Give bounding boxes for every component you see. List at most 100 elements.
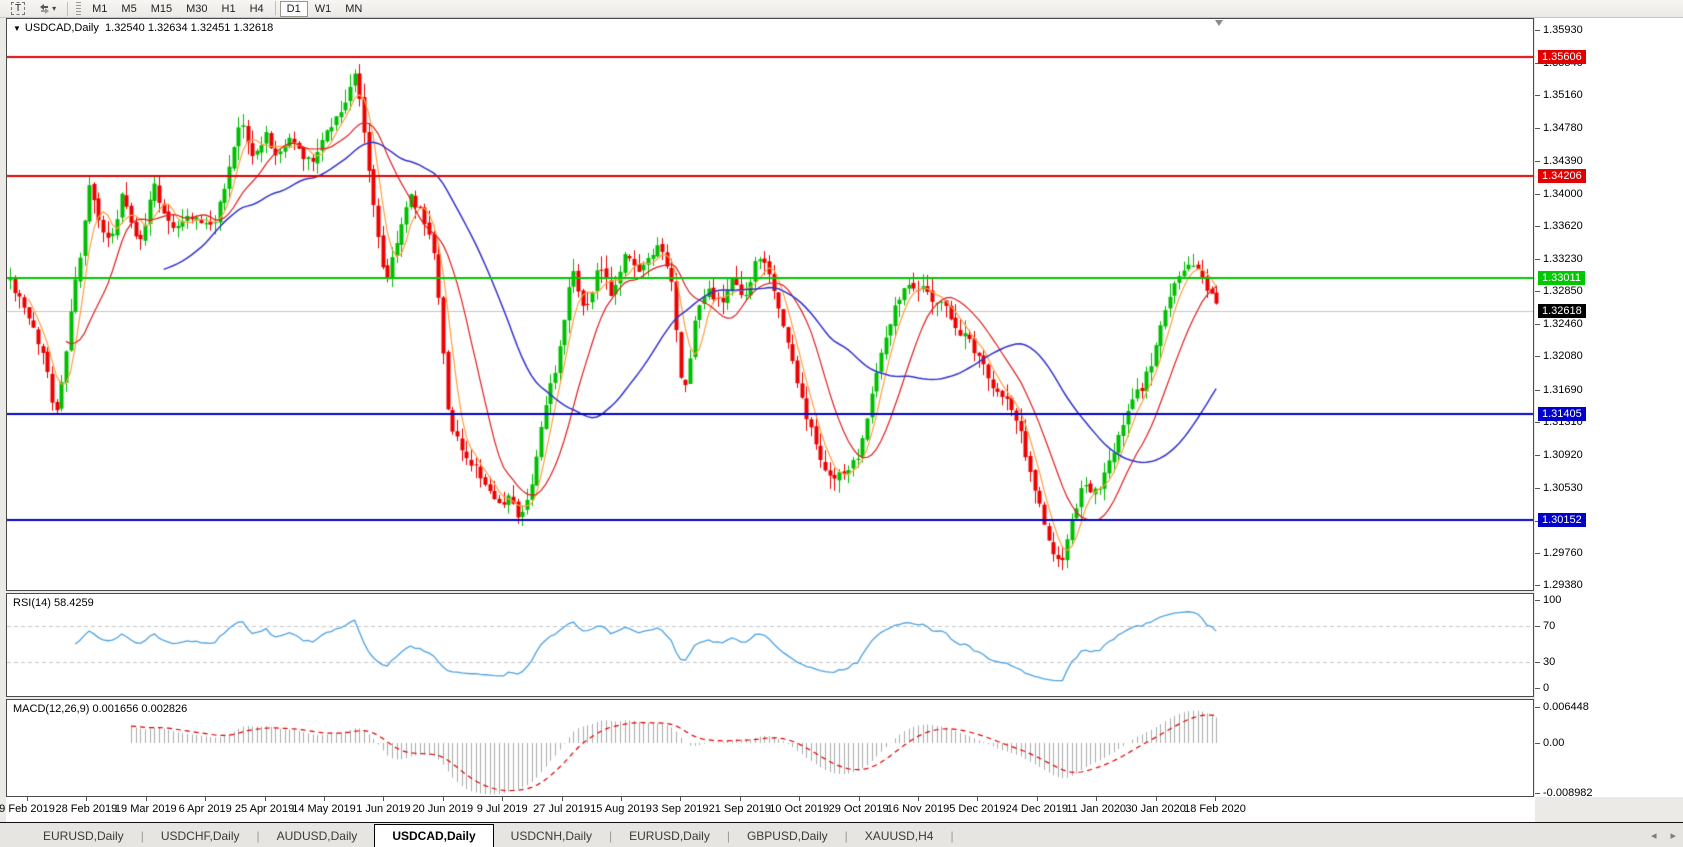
time-axis-label: 9 Feb 2019 bbox=[0, 803, 55, 815]
cursor-arrows-icon bbox=[40, 4, 50, 14]
chart-tab-usdcad-daily[interactable]: USDCAD,Daily bbox=[374, 824, 494, 847]
rsi-axis-label: 70 bbox=[1543, 620, 1556, 633]
time-axis-label: 29 Oct 2019 bbox=[828, 803, 889, 815]
macd-indicator-pane[interactable]: MACD(12,26,9) 0.001656 0.002826 bbox=[6, 699, 1534, 797]
text-tool-button[interactable]: T bbox=[4, 1, 32, 17]
tab-separator: | bbox=[844, 829, 848, 843]
time-axis-tick-mark bbox=[858, 797, 860, 801]
scroll-tabs-left-button[interactable]: ◂ bbox=[1650, 830, 1657, 842]
level-price-badge: 1.31405 bbox=[1538, 406, 1586, 421]
chart-tab-eurusd-daily[interactable]: EURUSD,Daily bbox=[43, 829, 124, 843]
time-axis-label: 21 Sep 2019 bbox=[708, 803, 771, 815]
timeframe-button-m5[interactable]: M5 bbox=[121, 2, 137, 15]
scroll-tabs-right-button[interactable]: ▸ bbox=[1670, 830, 1676, 842]
time-axis-tick-mark bbox=[1215, 797, 1216, 801]
chart-tab-usdchf-daily[interactable]: USDCHF,Daily bbox=[160, 829, 240, 843]
price-axis-label: 1.30920 bbox=[1543, 448, 1583, 461]
price-axis-label: 1.33230 bbox=[1543, 252, 1583, 265]
price-axis-label: 1.35160 bbox=[1543, 89, 1583, 102]
time-axis-label: 3 Sep 2019 bbox=[652, 803, 709, 815]
axis-tick-mark bbox=[1535, 127, 1540, 129]
chart-tab-gbpusd-daily[interactable]: GBPUSD,Daily bbox=[746, 829, 828, 843]
rsi-indicator-pane[interactable]: RSI(14) 58.4259 bbox=[6, 593, 1534, 697]
chart-tab-eurusd-daily[interactable]: EURUSD,Daily bbox=[629, 829, 710, 843]
axis-tick-mark bbox=[1535, 661, 1540, 663]
time-axis-tick-mark bbox=[324, 797, 325, 801]
time-axis-tick-mark bbox=[205, 797, 207, 801]
chart-tab-xauusd-h4[interactable]: XAUUSD,H4 bbox=[864, 829, 934, 843]
time-axis-label: 25 Apr 2019 bbox=[234, 803, 295, 815]
candlestick-chart-canvas[interactable] bbox=[7, 19, 1533, 590]
tab-separator: | bbox=[609, 829, 613, 843]
timeframe-button-m30[interactable]: M30 bbox=[186, 2, 208, 15]
timeframe-button-mn[interactable]: MN bbox=[345, 2, 363, 15]
axis-tick-mark bbox=[1535, 258, 1540, 260]
time-axis-tick-mark bbox=[621, 797, 622, 801]
toolbar-separator bbox=[67, 1, 69, 16]
price-chart-pane[interactable]: ▼ USDCAD,Daily 1.32540 1.32634 1.32451 1.… bbox=[6, 18, 1534, 591]
axis-tick-mark bbox=[1535, 553, 1540, 555]
price-axis-label: 1.34780 bbox=[1543, 121, 1583, 134]
time-axis-tick-mark bbox=[86, 797, 88, 801]
timeframe-button-h1[interactable]: H1 bbox=[221, 2, 236, 15]
rsi-axis-label: 100 bbox=[1543, 594, 1562, 606]
chart-tab-usdcnh-daily[interactable]: USDCNH,Daily bbox=[510, 829, 593, 843]
price-axis-label: 1.33620 bbox=[1543, 219, 1583, 232]
price-axis[interactable]: 1.359301.355401.351601.347801.343901.340… bbox=[1535, 18, 1683, 799]
timeframe-button-m15[interactable]: M15 bbox=[150, 2, 173, 15]
timeframe-button-m1[interactable]: M1 bbox=[92, 2, 108, 15]
axis-tick-mark bbox=[1535, 626, 1540, 628]
time-axis-tick-mark bbox=[27, 797, 28, 801]
time-axis-label: 1 Jun 2019 bbox=[356, 803, 411, 815]
axis-tick-mark bbox=[1535, 742, 1540, 744]
axis-tick-mark bbox=[1535, 160, 1540, 162]
timeframe-button-d1[interactable]: D1 bbox=[279, 0, 308, 17]
price-axis-label: 1.35930 bbox=[1543, 24, 1583, 36]
macd-chart-canvas[interactable] bbox=[7, 700, 1533, 796]
time-axis-label: 14 May 2019 bbox=[292, 803, 356, 815]
time-axis-label: 19 Mar 2019 bbox=[114, 803, 177, 815]
time-axis-tick-mark bbox=[799, 797, 801, 801]
price-axis-label: 1.29380 bbox=[1543, 579, 1583, 592]
tab-separator: | bbox=[256, 829, 260, 843]
chart-toolbar: T ▾ M1 M5 M15 M30 H1 H4 D1 W1 MN bbox=[0, 0, 1683, 18]
timeframe-button-h4[interactable]: H4 bbox=[249, 2, 264, 15]
time-axis-label: 15 Aug 2019 bbox=[590, 803, 652, 815]
rsi-chart-canvas[interactable] bbox=[7, 594, 1533, 696]
cursor-arrows-button[interactable]: ▾ bbox=[32, 1, 63, 17]
time-axis-label: 6 Apr 2019 bbox=[178, 803, 232, 815]
time-axis-label: 11 Jan 2020 bbox=[1066, 803, 1127, 815]
timeframe-button-w1[interactable]: W1 bbox=[314, 2, 332, 15]
axis-tick-mark bbox=[1535, 707, 1540, 708]
axis-tick-mark bbox=[1535, 291, 1540, 293]
time-axis[interactable]: 9 Feb 2019 28 Feb 2019 19 Mar 2019 6 Apr 20… bbox=[0, 797, 1535, 822]
axis-tick-mark bbox=[1535, 792, 1540, 794]
timeframe-button-group: M1 M5 M15 M30 H1 H4 D1 W1 MN bbox=[85, 0, 369, 17]
chart-tab-bar: EURUSD,Daily | USDCHF,Daily | AUDUSD,Daily US… bbox=[0, 822, 1683, 847]
axis-tick-mark bbox=[1535, 324, 1540, 326]
tab-separator: | bbox=[140, 829, 144, 843]
text-tool-icon: T bbox=[11, 2, 26, 15]
axis-tick-mark bbox=[1535, 225, 1540, 227]
time-axis-label: 10 Oct 2019 bbox=[769, 803, 830, 815]
price-axis-label: 1.32080 bbox=[1543, 350, 1583, 363]
toolbar-separator bbox=[274, 0, 276, 15]
macd-axis-label: 0.006448 bbox=[1543, 701, 1589, 713]
chevron-down-icon: ▾ bbox=[52, 4, 57, 13]
axis-tick-mark bbox=[1535, 95, 1540, 97]
chart-shift-marker-icon[interactable] bbox=[1215, 20, 1223, 26]
axis-tick-mark bbox=[1535, 421, 1540, 423]
time-axis-tick-mark bbox=[502, 797, 504, 801]
price-axis-label: 1.31690 bbox=[1543, 383, 1583, 396]
level-price-badge: 1.30152 bbox=[1538, 512, 1586, 527]
toolbar-drag-handle[interactable] bbox=[76, 1, 82, 16]
time-axis-label: 28 Feb 2019 bbox=[55, 803, 118, 815]
price-axis-label: 1.30530 bbox=[1543, 481, 1583, 494]
time-axis-label: 27 Jul 2019 bbox=[533, 803, 591, 815]
time-axis-label: 20 Jun 2019 bbox=[412, 803, 474, 815]
time-axis-tick-mark bbox=[1155, 797, 1157, 801]
chart-tab-audusd-daily[interactable]: AUDUSD,Daily bbox=[276, 829, 358, 843]
level-price-badge: 1.35606 bbox=[1538, 50, 1586, 65]
time-axis-tick-mark bbox=[739, 797, 741, 801]
